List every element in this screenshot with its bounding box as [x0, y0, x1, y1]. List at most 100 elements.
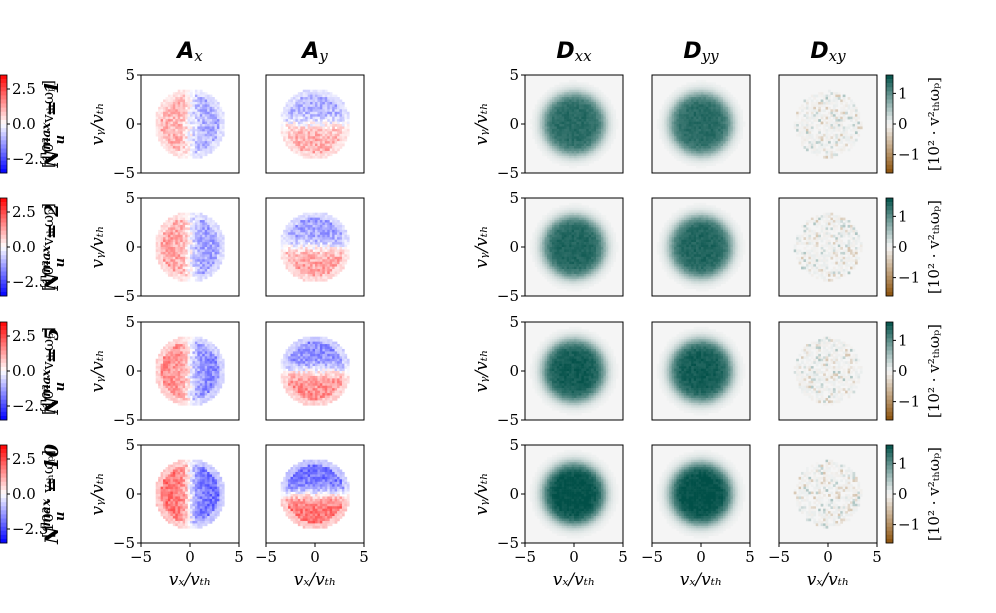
y-tick-label: −5 — [497, 534, 519, 552]
heatmap-ay-row-1 — [266, 75, 364, 173]
colorbar-label: [10² · vₜₕωₚ] — [39, 450, 57, 538]
heatmap-ax-row-2 — [141, 198, 239, 296]
colorbar-label: [10² · v²ₜₕωₚ] — [925, 324, 943, 418]
x-tick-label: 5 — [745, 548, 755, 566]
y-tick-label: −5 — [113, 534, 135, 552]
y-tick-label: −5 — [497, 287, 519, 305]
y-tick-label: 0 — [509, 238, 519, 256]
colorbar-tick-label: 2.5 — [12, 203, 36, 221]
colorbar-tick-label: 0 — [898, 115, 908, 133]
colorbar-tick-label: −2.5 — [12, 150, 48, 168]
heatmap-dxx-row-1 — [525, 75, 623, 173]
y-tick-label: 5 — [125, 313, 135, 331]
colorbar-tick-label: 0 — [898, 238, 908, 256]
colorbar-tick-label: 2.5 — [12, 327, 36, 345]
heatmap-dxy-row-4 — [779, 445, 877, 543]
heatmap-dxx-row-4 — [525, 445, 623, 543]
panel-frame — [651, 74, 751, 174]
colorbar-tick-label: −2.5 — [12, 520, 48, 538]
heatmap-ax-row-4 — [141, 445, 239, 543]
colorbar-dxy-row-1 — [885, 74, 894, 174]
heatmap-ax-row-3 — [141, 322, 239, 420]
heatmap-dxy-row-3 — [779, 322, 877, 420]
y-tick-label: 5 — [125, 436, 135, 454]
x-tick-label: 5 — [872, 548, 882, 566]
heatmap-ay-row-4 — [266, 445, 364, 543]
heatmap-dxx-row-3 — [525, 322, 623, 420]
y-tick-label: 0 — [509, 362, 519, 380]
x-tick-label: −5 — [514, 548, 536, 566]
column-title-ax: Ax — [175, 39, 203, 65]
heatmap-dxy-row-1 — [779, 75, 877, 173]
y-tick-label: −5 — [113, 411, 135, 429]
colorbar-tick-label: 0.0 — [12, 238, 36, 256]
colorbar-tick-label: −1 — [898, 393, 920, 411]
y-axis-label: vᵧ/vₜₕ — [472, 350, 492, 393]
x-axis-label: vₓ/vₜₕ — [553, 570, 596, 590]
x-axis-label: vₓ/vₜₕ — [807, 570, 850, 590]
y-axis-label: vᵧ/vₜₕ — [472, 103, 492, 146]
x-tick-label: 0 — [310, 548, 320, 566]
heatmap-ay-row-2 — [266, 198, 364, 296]
colorbar-tick-label: 1 — [898, 207, 908, 225]
y-tick-label: 5 — [125, 189, 135, 207]
y-tick-label: 0 — [509, 485, 519, 503]
x-tick-label: 0 — [569, 548, 579, 566]
panel-frame — [778, 197, 878, 297]
heatmap-dyy-row-2 — [652, 198, 750, 296]
heatmap-dxy-row-2 — [779, 198, 877, 296]
colorbar-tick-label: 1 — [898, 84, 908, 102]
y-tick-label: 5 — [509, 436, 519, 454]
y-tick-label: 0 — [509, 115, 519, 133]
colorbar-tick-label: 0 — [898, 362, 908, 380]
panel-frame — [651, 321, 751, 421]
heatmap-dyy-row-3 — [652, 322, 750, 420]
colorbar-label: [10² · v²ₜₕωₚ] — [925, 77, 943, 171]
colorbar-label: [10² · vₜₕωₚ] — [39, 80, 57, 168]
colorbar-label: [10² · v²ₜₕωₚ] — [925, 447, 943, 541]
x-tick-label: 5 — [234, 548, 244, 566]
y-tick-label: 0 — [125, 362, 135, 380]
y-axis-label: vᵧ/vₜₕ — [88, 473, 108, 516]
x-tick-label: 0 — [185, 548, 195, 566]
x-tick-label: −5 — [130, 548, 152, 566]
x-tick-label: 5 — [359, 548, 369, 566]
panel-frame — [265, 321, 365, 421]
x-tick-label: −5 — [255, 548, 277, 566]
y-tick-label: 5 — [509, 66, 519, 84]
colorbar-label: [10² · vₜₕωₚ] — [39, 327, 57, 415]
colorbar-tick-label: 2.5 — [12, 450, 36, 468]
y-tick-label: −5 — [113, 164, 135, 182]
y-tick-label: 0 — [125, 115, 135, 133]
y-tick-label: 5 — [509, 189, 519, 207]
heatmap-ay-row-3 — [266, 322, 364, 420]
heatmap-ax-row-1 — [141, 75, 239, 173]
y-tick-label: −5 — [113, 287, 135, 305]
x-tick-label: 5 — [618, 548, 628, 566]
x-tick-label: −5 — [768, 548, 790, 566]
x-axis-label: vₓ/vₜₕ — [294, 570, 337, 590]
y-axis-label: vᵧ/vₜₕ — [472, 473, 492, 516]
column-title-ay: Ay — [300, 39, 328, 65]
y-axis-label: vᵧ/vₜₕ — [88, 103, 108, 146]
colorbar-tick-label: 0 — [898, 485, 908, 503]
colorbar-ay-row-2 — [0, 197, 8, 297]
panel-frame — [651, 197, 751, 297]
colorbar-tick-label: −2.5 — [12, 397, 48, 415]
x-axis-label: vₓ/vₜₕ — [680, 570, 723, 590]
colorbar-tick-label: 1 — [898, 331, 908, 349]
y-tick-label: 5 — [125, 66, 135, 84]
column-title-dyy: Dyy — [683, 39, 719, 65]
y-tick-label: 0 — [125, 485, 135, 503]
colorbar-ay-row-4 — [0, 444, 8, 544]
panel-frame — [265, 74, 365, 174]
heatmap-dyy-row-4 — [652, 445, 750, 543]
colorbar-tick-label: −1 — [898, 516, 920, 534]
colorbar-tick-label: −2.5 — [12, 273, 48, 291]
colorbar-label: [10² · vₜₕωₚ] — [39, 203, 57, 291]
y-axis-label: vᵧ/vₜₕ — [88, 226, 108, 269]
colorbar-tick-label: −1 — [898, 146, 920, 164]
y-tick-label: −5 — [497, 411, 519, 429]
x-tick-label: −5 — [641, 548, 663, 566]
